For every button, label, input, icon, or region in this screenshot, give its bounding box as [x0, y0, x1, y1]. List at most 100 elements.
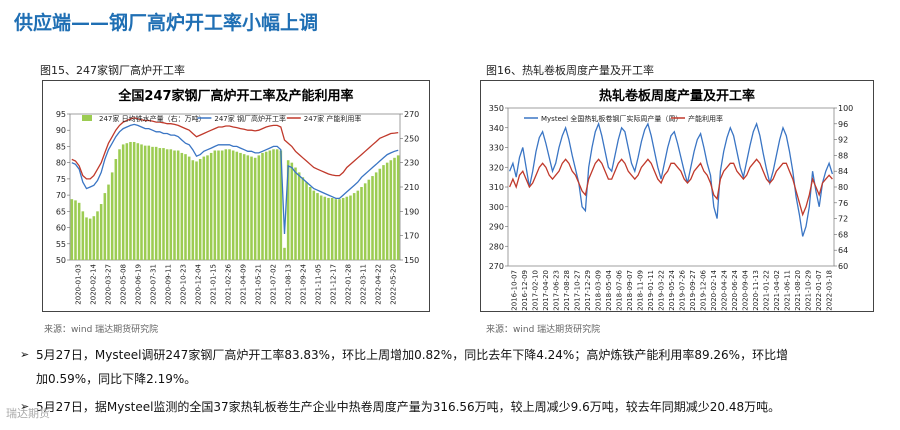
- chart-title: 全国247家钢厂高炉开工率及产能利用率: [117, 88, 353, 104]
- left-axis-tick-label: 330: [489, 144, 504, 153]
- left-axis-tick-label: 75: [56, 175, 66, 184]
- legend-label: 247家 钢厂高炉开工率: [214, 114, 286, 123]
- bar: [77, 202, 81, 260]
- bar: [349, 195, 352, 260]
- x-axis-tick-label: 2019-01-11: [647, 270, 655, 311]
- bar: [316, 193, 319, 260]
- bullet-text: 5月27日，据Mysteel监测的全国37家热轧板卷生产企业中热卷周度产量为31…: [36, 400, 781, 414]
- bar: [396, 155, 400, 260]
- x-axis-tick-label: 2017-08-28: [563, 270, 571, 311]
- x-axis-tick-label: 2018-09-07: [626, 270, 634, 311]
- fig15-caption: 图15、247家钢厂高炉开工率: [40, 64, 185, 77]
- bar: [272, 149, 275, 260]
- bar: [393, 157, 396, 260]
- x-axis-tick-label: 2020-12-04: [195, 263, 203, 304]
- bar: [114, 159, 118, 260]
- legend-label: 247家 日均铁水产量（右：万吨）: [99, 114, 206, 123]
- bar: [132, 141, 136, 260]
- bar: [176, 150, 180, 260]
- bar: [129, 141, 132, 260]
- left-axis-tick-label: 350: [489, 104, 504, 113]
- bar: [327, 197, 330, 260]
- x-axis-tick-label: 2016-12-09: [521, 270, 529, 311]
- bullet-hot-rolled: ➢ 5月27日，据Mysteel监测的全国37家热轧板卷生产企业中热卷周度产量为…: [20, 396, 886, 418]
- bar: [363, 183, 367, 260]
- left-axis-tick-label: 60: [56, 224, 66, 233]
- x-axis-tick-label: 2020-09-11: [165, 264, 173, 305]
- left-axis-tick-label: 65: [56, 207, 66, 216]
- right-axis-tick-label: 100: [838, 104, 853, 113]
- legend-label: 247家 产能利用率: [304, 114, 362, 123]
- bar: [301, 177, 305, 260]
- series-line: [509, 158, 833, 217]
- x-axis-tick-label: 2021-10-29: [805, 270, 813, 311]
- bar: [92, 216, 96, 260]
- right-axis-tick-label: 88: [838, 151, 848, 160]
- bar: [220, 150, 224, 260]
- bar: [158, 148, 162, 260]
- bar: [378, 168, 382, 260]
- bar: [283, 247, 286, 260]
- x-axis-tick-label: 2017-12-29: [584, 270, 592, 311]
- x-axis-tick-label: 2020-09-04: [742, 269, 750, 310]
- bar: [374, 172, 378, 260]
- x-axis-tick-label: 2022-01-28: [345, 264, 353, 305]
- left-axis-tick-label: 310: [489, 183, 504, 192]
- bar: [151, 146, 154, 260]
- left-axis-tick-label: 290: [489, 223, 504, 232]
- x-axis-tick-label: 2020-01-03: [75, 264, 83, 305]
- right-axis-tick-label: 230: [404, 159, 419, 168]
- bar: [235, 151, 239, 260]
- bar: [228, 149, 231, 260]
- bullet-text: 加0.59%，同比下降2.19%。: [36, 372, 197, 386]
- left-axis-tick-label: 280: [489, 242, 504, 251]
- bar: [323, 196, 327, 260]
- left-axis-tick-label: 90: [56, 126, 66, 135]
- bar: [213, 150, 217, 260]
- x-axis-tick-label: 2021-08-20: [794, 270, 802, 311]
- x-axis-tick-label: 2018-11-09: [636, 270, 644, 311]
- bar: [279, 150, 283, 260]
- page-title: 供应端——钢厂高炉开工率小幅上调: [14, 12, 319, 34]
- bar: [382, 165, 385, 260]
- x-axis-tick-label: 2021-01-22: [763, 270, 771, 311]
- x-axis-tick-label: 2022-04-22: [375, 264, 383, 305]
- bar: [261, 152, 264, 260]
- bar: [308, 187, 312, 260]
- x-axis-tick-label: 2021-09-24: [300, 263, 308, 304]
- x-axis-tick-label: 2022-03-18: [826, 270, 834, 311]
- bar: [239, 152, 242, 260]
- bar: [297, 172, 301, 260]
- series-line: [509, 121, 834, 237]
- x-axis-tick-label: 2017-10-27: [573, 270, 581, 311]
- left-axis-tick-label: 55: [56, 240, 66, 249]
- bar: [191, 160, 195, 260]
- bullet-blast-furnace-cont: 加0.59%，同比下降2.19%。: [36, 368, 886, 390]
- bar: [110, 172, 114, 260]
- bar: [96, 211, 99, 260]
- bar: [286, 160, 290, 260]
- fig16-chart-frame: 热轧卷板周度产量及开工率 270 280 290 300 310 320 330 340 350 6…: [480, 80, 874, 312]
- x-axis-tick-label: 2021-06-11: [784, 270, 792, 311]
- bar: [319, 195, 323, 260]
- x-axis-tick-label: 2021-02-26: [225, 263, 233, 304]
- x-axis-tick-label: 2020-07-31: [150, 264, 158, 305]
- x-axis-tick-label: 2020-03-27: [105, 264, 113, 305]
- x-axis-tick-label: 2020-06-19: [135, 264, 143, 305]
- company-logo: 瑞达期货: [6, 407, 50, 420]
- bar: [85, 217, 88, 260]
- right-axis-tick-label: 60: [838, 262, 848, 271]
- x-axis-tick-label: 2016-10-07: [510, 270, 518, 311]
- right-axis-tick-label: 92: [838, 136, 848, 145]
- x-axis-tick-label: 2019-12-06: [700, 269, 708, 310]
- bar: [371, 176, 374, 260]
- bar: [312, 190, 316, 260]
- left-axis-tick-label: 70: [56, 191, 66, 200]
- x-axis-tick-label: 2020-04-24: [721, 269, 729, 310]
- right-axis-tick-label: 84: [838, 167, 848, 176]
- left-axis-tick-label: 320: [489, 163, 504, 172]
- bar: [118, 149, 121, 260]
- right-axis-tick-label: 96: [838, 120, 848, 129]
- right-axis-tick-label: 250: [404, 134, 419, 143]
- x-axis-tick-label: 2021-05-21: [255, 264, 263, 305]
